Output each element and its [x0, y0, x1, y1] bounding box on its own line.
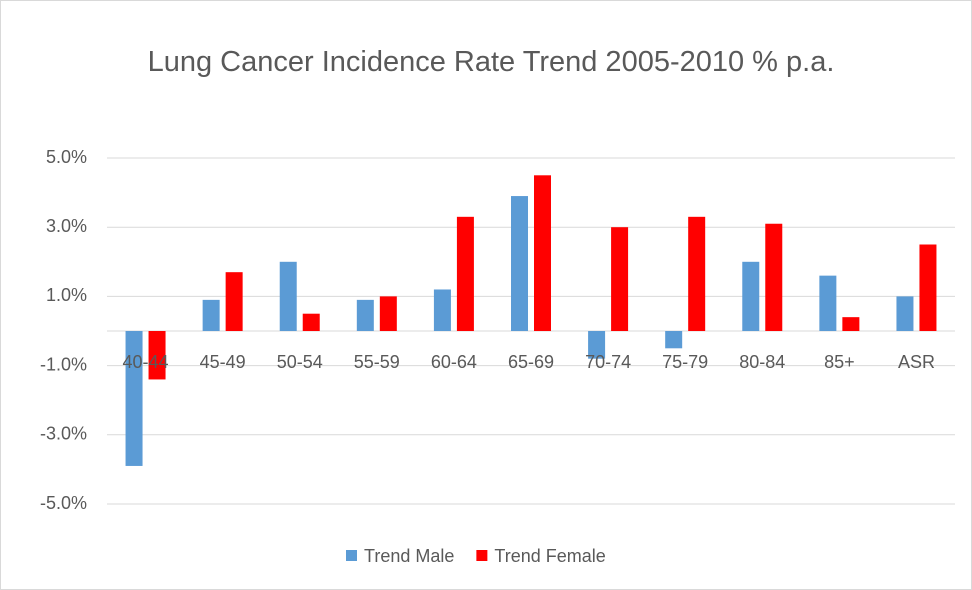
y-tick-label: -3.0%: [40, 424, 87, 444]
bar: [302, 313, 320, 331]
bar: [534, 175, 551, 331]
x-tick-label: 45-49: [200, 352, 246, 372]
y-tick-label: 3.0%: [46, 216, 87, 236]
legend-swatch: [476, 550, 488, 561]
x-tick-label: 70-74: [585, 352, 631, 372]
legend-swatch: [346, 550, 357, 561]
bar: [819, 275, 837, 331]
bar: [896, 296, 914, 331]
chart-title: Lung Cancer Incidence Rate Trend 2005-20…: [147, 46, 835, 78]
x-tick-label: 55-59: [354, 352, 400, 372]
bar: [842, 317, 860, 331]
bar: [588, 331, 606, 359]
bar: [919, 244, 937, 331]
x-tick-label: 40-44: [123, 352, 169, 372]
bar: [225, 272, 243, 331]
x-tick-label: 65-69: [508, 352, 554, 372]
bar: [456, 216, 474, 331]
y-tick-label: -1.0%: [40, 354, 87, 374]
bar: [688, 216, 706, 331]
bar: [379, 296, 397, 331]
bar: [356, 299, 374, 331]
y-tick-label: -5.0%: [40, 493, 87, 513]
bar: [665, 331, 683, 349]
bar: [433, 289, 451, 331]
x-tick-label: 75-79: [662, 352, 708, 372]
bar: [611, 227, 629, 331]
bar: [765, 223, 783, 331]
x-tick-label: 60-64: [431, 352, 477, 372]
bar: [125, 331, 143, 466]
bar: [202, 299, 220, 331]
x-tick-label: 80-84: [739, 352, 785, 372]
y-tick-label: 1.0%: [46, 285, 87, 305]
bar: [148, 331, 166, 380]
bar: [279, 261, 297, 331]
x-tick-label: ASR: [898, 352, 935, 372]
bar: [742, 261, 760, 331]
bar: [511, 196, 528, 331]
y-tick-label: 5.0%: [46, 147, 87, 167]
legend-label: Trend Male: [364, 546, 454, 566]
legend-label: Trend Female: [494, 546, 605, 566]
x-tick-label: 50-54: [277, 352, 323, 372]
x-tick-label: 85+: [824, 352, 855, 372]
